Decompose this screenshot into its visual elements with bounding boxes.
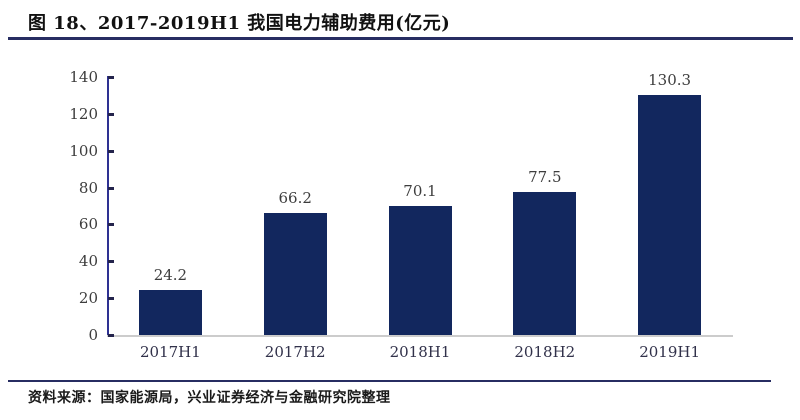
- bar: [138, 290, 202, 335]
- bar-value-label: 66.2: [278, 189, 312, 207]
- bar-value-label: 24.2: [153, 266, 188, 285]
- x-axis-label: 2018H1: [389, 343, 451, 361]
- y-axis-tick: [108, 149, 114, 153]
- y-axis-tick: [108, 112, 114, 116]
- x-axis-label: 2017H2: [264, 343, 326, 361]
- bar-value-label: 130.3: [648, 70, 692, 89]
- bar: [638, 94, 702, 335]
- y-axis-tick: [108, 334, 114, 337]
- y-axis-label: 120: [69, 104, 98, 123]
- x-axis-label: 2018H2: [514, 343, 576, 361]
- figure-title: 图 18、2017-2019H1 我国电力辅助费用(亿元): [28, 13, 451, 34]
- y-axis-label: 80: [78, 178, 98, 197]
- x-axis-label: 2017H1: [139, 343, 201, 361]
- x-axis-line: [107, 335, 733, 337]
- footer-rule: [8, 380, 771, 382]
- bar: [388, 205, 452, 335]
- y-axis-label: 60: [78, 215, 98, 234]
- y-axis-label: 140: [69, 68, 98, 86]
- bar-value-label: 70.1: [403, 181, 437, 200]
- bar: [513, 192, 577, 335]
- y-axis-tick: [108, 260, 114, 264]
- y-axis-tick: [108, 297, 114, 301]
- y-axis-label: 100: [69, 141, 98, 160]
- y-axis-label: 40: [78, 252, 98, 271]
- y-axis-label: 20: [78, 289, 98, 308]
- bar: [263, 213, 327, 335]
- y-axis-tick: [108, 76, 114, 79]
- y-axis-tick: [108, 186, 114, 190]
- y-axis-label: 0: [88, 326, 98, 344]
- title-rule: [8, 37, 793, 40]
- bar-value-label: 77.5: [528, 168, 562, 187]
- source-note: 资料来源：国家能源局，兴业证券经济与金融研究院整理: [28, 390, 391, 406]
- y-axis-line: [107, 76, 109, 336]
- y-axis-tick: [108, 223, 114, 227]
- x-axis-label: 2019H1: [639, 343, 700, 361]
